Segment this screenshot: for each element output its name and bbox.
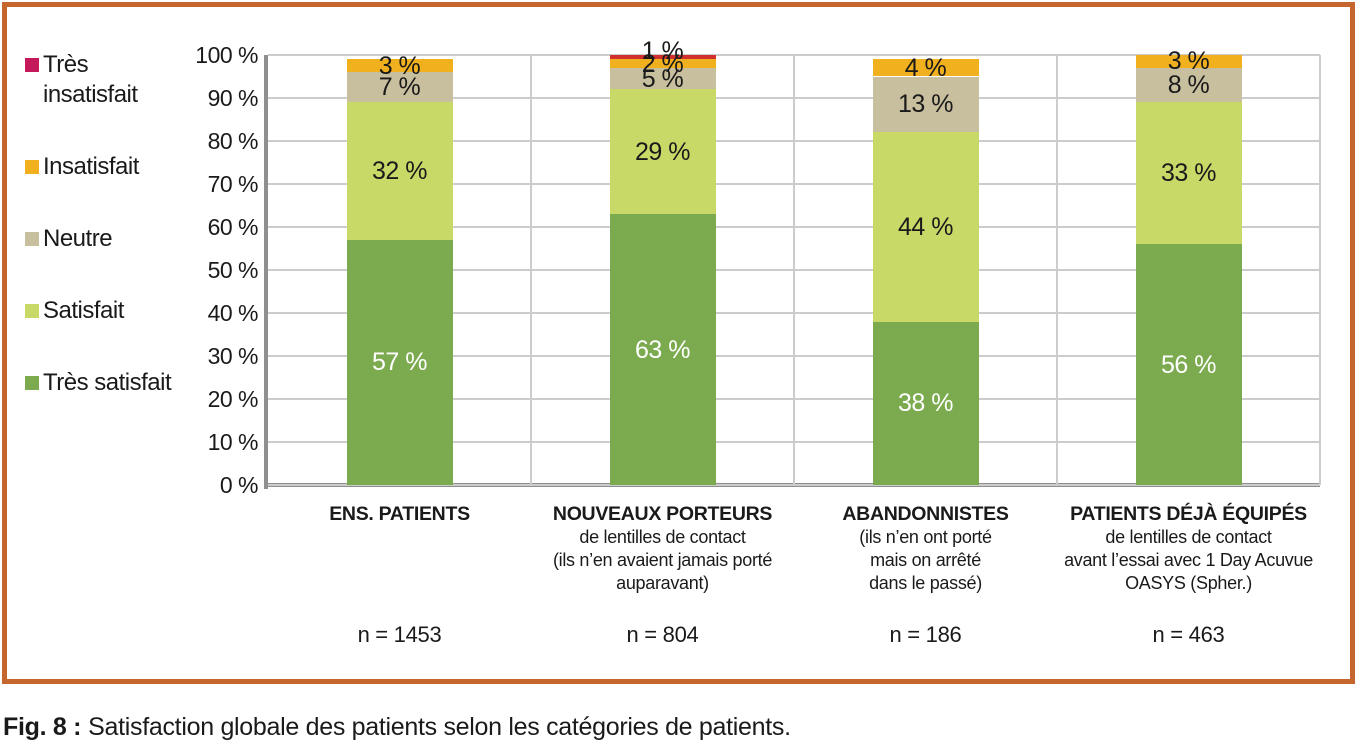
bar-1-segment-satisfait — [346, 102, 453, 240]
legend-item-neutre: Neutre — [25, 224, 235, 254]
sample-size-label-3: n = 186 — [889, 622, 962, 647]
gridline-0pct — [268, 484, 1320, 486]
category-label-4: PATIENTS DÉJÀ ÉQUIPÉS de lentilles de con… — [1039, 503, 1339, 595]
category-subtitle-2-line-3: auparavant) — [616, 573, 709, 593]
category-label-2: NOUVEAUX PORTEURS de lentilles de contact… — [513, 503, 813, 595]
bar-2-segment-satisfait — [609, 89, 716, 215]
y-tick-label-30: 30 % — [207, 343, 259, 369]
category-title-1: ENS. PATIENTS — [329, 503, 470, 525]
figure-caption-text: Satisfaction globale des patients selon … — [88, 713, 791, 741]
y-tick-label-90: 90 % — [207, 85, 259, 111]
category-title-4: PATIENTS DÉJÀ ÉQUIPÉS — [1070, 503, 1307, 525]
bar-4-segment-satisfait — [1135, 102, 1242, 245]
figure-caption-prefix: Fig. 8 : — [3, 713, 82, 741]
legend-swatch-icon — [25, 160, 39, 174]
gridline-vertical-2 — [793, 55, 795, 485]
legend-swatch-icon — [25, 58, 39, 72]
category-label-3: ABANDONNISTES (ils n’en ont porté mais on … — [776, 503, 1076, 595]
y-tick-label-70: 70 % — [207, 171, 259, 197]
legend-item-très-satisfait: Très satisfait — [25, 368, 235, 398]
gridline-vertical-1 — [530, 55, 532, 485]
sample-size-label-4: n = 463 — [1152, 622, 1225, 647]
y-tick-label-80: 80 % — [207, 128, 259, 154]
bar-3-segment-neutre — [872, 76, 979, 133]
bar-3-segment-très-satisfait — [872, 321, 979, 485]
figure-caption: Fig. 8 : Satisfaction globale des patient… — [3, 713, 791, 742]
category-subtitle-4-line-1: de lentilles de contact — [1105, 527, 1272, 547]
legend-label: Très satisfait — [43, 369, 172, 396]
gridline-vertical-3 — [1056, 55, 1058, 485]
plot-area: 57 % 32 % 7 % 3 % 63 % 29 % 5 % 2 % 1 % 38 % 44 % 1… — [264, 38, 1321, 489]
sample-size-label-1: n = 1453 — [357, 622, 442, 647]
category-subtitle-3-line-2: mais on arrêté — [870, 550, 981, 570]
legend-label: Neutre — [43, 225, 113, 252]
bar-2-segment-neutre — [609, 67, 716, 90]
y-tick-label-40: 40 % — [207, 300, 259, 326]
legend-label: Insatisfait — [43, 153, 139, 180]
bar-1-segment-insatisfait — [346, 59, 453, 73]
y-tick-label-20: 20 % — [207, 386, 259, 412]
sample-size-label-2: n = 804 — [626, 622, 699, 647]
y-axis-line — [264, 55, 268, 489]
legend-item-très-insatisfait: Très insatisfait — [25, 50, 235, 110]
bar-1-segment-neutre — [346, 72, 453, 103]
category-subtitle-4-line-3: OASYS (Spher.) — [1125, 573, 1252, 593]
y-tick-label-60: 60 % — [207, 214, 259, 240]
category-subtitle-4-line-2: avant l’essai avec 1 Day Acuvue — [1064, 550, 1313, 570]
y-tick-label-100: 100 % — [195, 42, 258, 68]
bar-4-segment-neutre — [1135, 67, 1242, 103]
bar-2-segment-très-insatisfait — [609, 55, 716, 60]
bar-3-segment-satisfait — [872, 132, 979, 322]
category-subtitle-2-line-2: (ils n’en avaient jamais porté — [552, 550, 773, 570]
legend-label: Très insatisfait — [43, 51, 138, 108]
bar-4-segment-très-satisfait — [1135, 244, 1242, 485]
bar-4-segment-insatisfait — [1135, 55, 1242, 68]
category-subtitle-3-line-3: dans le passé) — [869, 573, 982, 593]
legend-item-insatisfait: Insatisfait — [25, 152, 235, 182]
category-subtitle-2-line-1: de lentilles de contact — [579, 527, 746, 547]
legend-swatch-icon — [25, 232, 39, 246]
category-label-1: ENS. PATIENTS — [250, 503, 550, 526]
legend-label: Satisfait — [43, 297, 124, 324]
category-subtitle-3-line-1: (ils n’en ont porté — [859, 527, 992, 547]
bar-3-segment-insatisfait — [872, 59, 979, 77]
legend-swatch-icon — [25, 376, 39, 390]
y-tick-label-10: 10 % — [207, 429, 259, 455]
category-title-2: NOUVEAUX PORTEURS — [552, 503, 773, 525]
bar-2-segment-insatisfait — [609, 59, 716, 68]
legend-swatch-icon — [25, 304, 39, 318]
gridline-vertical-4 — [1319, 55, 1321, 485]
chart-legend: Très insatisfait Insatisfait Neutre Satisfa… — [25, 50, 235, 398]
legend-item-satisfait: Satisfait — [25, 296, 235, 326]
category-title-3: ABANDONNISTES — [842, 503, 1009, 525]
bar-2-segment-très-satisfait — [609, 214, 716, 485]
bar-1-segment-très-satisfait — [346, 239, 453, 485]
y-tick-label-50: 50 % — [207, 257, 259, 283]
y-tick-label-0: 0 % — [219, 472, 259, 498]
